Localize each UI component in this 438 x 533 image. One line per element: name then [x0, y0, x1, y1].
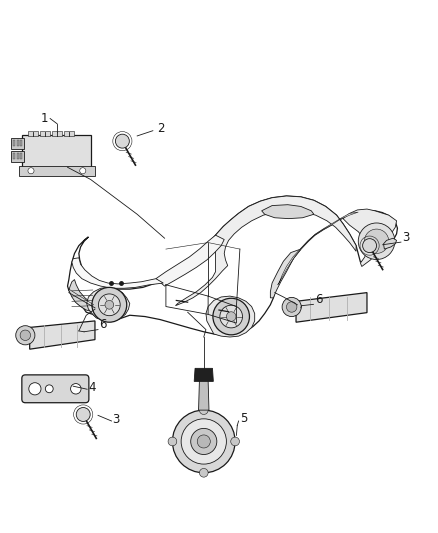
Text: 4: 4: [88, 381, 96, 393]
Polygon shape: [206, 296, 254, 337]
Circle shape: [28, 168, 34, 174]
Circle shape: [16, 326, 35, 345]
Polygon shape: [67, 196, 397, 335]
Circle shape: [213, 298, 250, 335]
Circle shape: [282, 297, 301, 317]
Circle shape: [92, 287, 127, 322]
Circle shape: [181, 419, 226, 464]
Circle shape: [191, 429, 217, 455]
Bar: [20, 154, 22, 159]
Polygon shape: [69, 279, 95, 312]
Circle shape: [220, 305, 243, 328]
Circle shape: [364, 229, 389, 254]
Circle shape: [286, 302, 297, 312]
FancyBboxPatch shape: [40, 131, 49, 136]
FancyBboxPatch shape: [64, 131, 74, 136]
Circle shape: [105, 301, 114, 309]
Polygon shape: [278, 212, 358, 285]
Polygon shape: [270, 249, 301, 298]
Circle shape: [199, 469, 208, 477]
FancyBboxPatch shape: [52, 131, 62, 136]
FancyBboxPatch shape: [11, 138, 24, 149]
Bar: [17, 140, 19, 147]
Text: 2: 2: [157, 123, 165, 135]
Text: 3: 3: [402, 231, 409, 244]
Circle shape: [99, 294, 120, 316]
Polygon shape: [261, 205, 314, 219]
FancyBboxPatch shape: [22, 375, 89, 403]
Circle shape: [29, 383, 41, 395]
Polygon shape: [198, 381, 209, 410]
Circle shape: [197, 435, 210, 448]
FancyBboxPatch shape: [28, 131, 38, 136]
Polygon shape: [176, 196, 356, 305]
Bar: [20, 140, 22, 147]
Circle shape: [76, 408, 90, 422]
Bar: [13, 154, 15, 159]
Text: 3: 3: [113, 413, 120, 426]
Polygon shape: [72, 258, 163, 288]
Polygon shape: [30, 321, 95, 349]
Circle shape: [20, 330, 31, 341]
Text: 1: 1: [40, 112, 48, 125]
Circle shape: [168, 437, 177, 446]
Text: 5: 5: [240, 413, 247, 425]
Circle shape: [226, 312, 236, 321]
Circle shape: [116, 134, 129, 148]
Polygon shape: [296, 293, 367, 322]
Text: 6: 6: [99, 318, 107, 332]
Bar: [13, 140, 15, 147]
Circle shape: [173, 410, 235, 473]
Text: 6: 6: [315, 294, 322, 306]
FancyBboxPatch shape: [19, 166, 95, 175]
Polygon shape: [156, 235, 224, 286]
Circle shape: [71, 384, 81, 394]
Circle shape: [231, 437, 240, 446]
Polygon shape: [87, 287, 130, 321]
Circle shape: [358, 223, 395, 260]
FancyBboxPatch shape: [11, 151, 24, 161]
Bar: [17, 154, 19, 159]
Circle shape: [363, 239, 377, 253]
Circle shape: [46, 385, 53, 393]
Circle shape: [80, 168, 86, 174]
Circle shape: [199, 406, 208, 415]
Polygon shape: [384, 238, 396, 249]
FancyBboxPatch shape: [22, 135, 92, 168]
Polygon shape: [343, 209, 396, 266]
Polygon shape: [194, 368, 213, 382]
